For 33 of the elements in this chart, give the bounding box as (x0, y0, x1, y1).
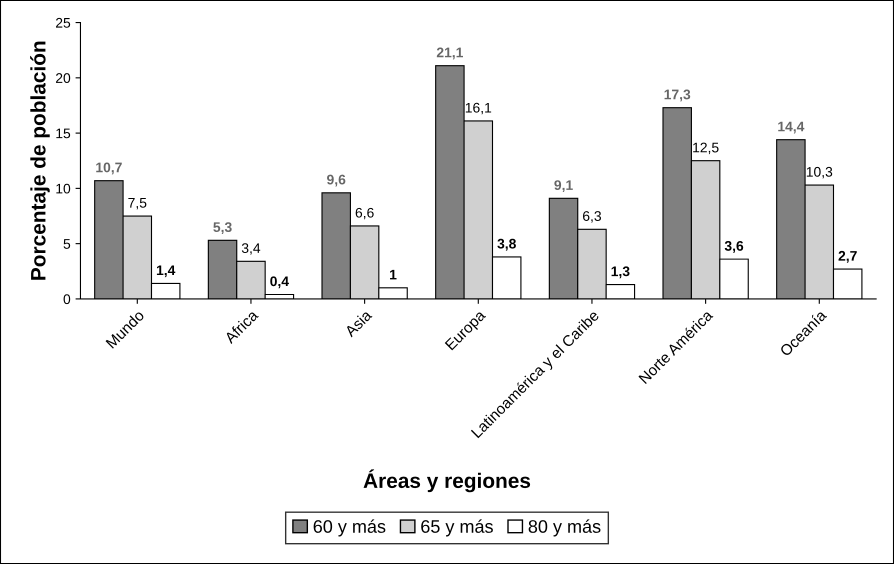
legend-label: 65 y más (421, 519, 493, 536)
data-label: 3,8 (497, 238, 516, 251)
data-label: 3,6 (724, 240, 744, 253)
data-label: 17,3 (664, 90, 690, 102)
y-tick-label: 5 (64, 239, 70, 249)
data-label: 1,4 (156, 265, 176, 278)
data-label: 3,4 (242, 243, 260, 255)
data-label: 9,1 (554, 180, 573, 192)
data-label: 10,7 (96, 162, 122, 174)
data-label: 21,1 (436, 48, 464, 60)
data-label: 1 (390, 270, 397, 280)
data-label: 5,3 (213, 222, 232, 234)
y-axis-title: Porcentaje de población (30, 42, 50, 280)
y-tick-label: 15 (56, 128, 70, 138)
x-tick-label: Asia (344, 308, 373, 338)
data-label: 9,6 (327, 174, 346, 187)
y-tick-label: 20 (56, 73, 70, 83)
y-tick-label: 10 (56, 184, 70, 194)
legend-label: 60 y más (314, 519, 386, 536)
y-tick-label: 0 (64, 294, 70, 304)
data-label: 2,7 (838, 250, 857, 263)
data-label: 6,6 (356, 208, 374, 220)
data-label: 14,4 (778, 122, 804, 134)
data-label: 6,3 (583, 211, 601, 223)
data-label: 0,4 (270, 276, 289, 288)
data-label: 10,3 (806, 166, 832, 178)
data-label: 7,5 (128, 198, 146, 210)
data-label: 12,5 (693, 142, 719, 154)
y-tick-label: 25 (56, 18, 70, 28)
legend-label: 80 y más (528, 519, 600, 536)
x-axis-title: Áreas y regiones (364, 469, 530, 492)
data-label: 1,3 (612, 266, 630, 278)
data-label: 16,1 (466, 102, 492, 114)
